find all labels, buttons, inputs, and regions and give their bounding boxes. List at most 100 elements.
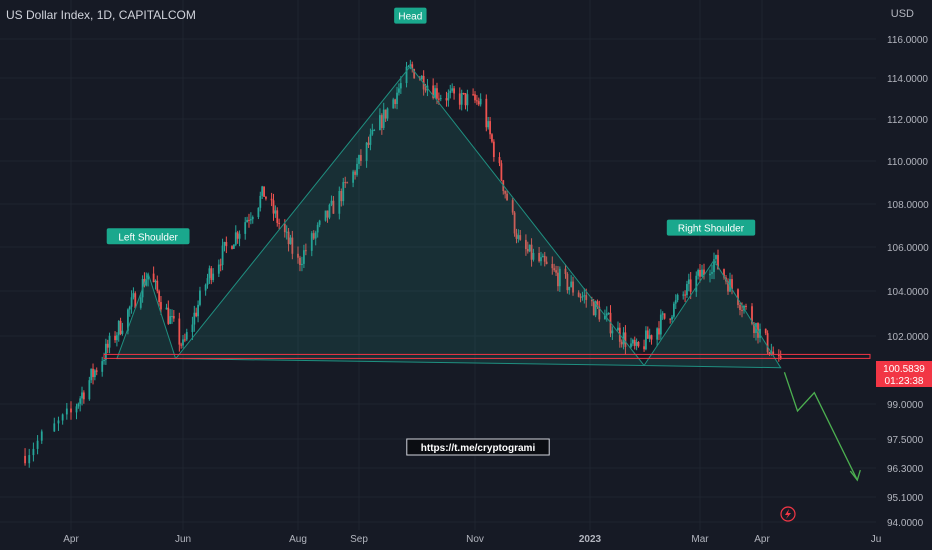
y-tick-label: 114.0000 [887,74,928,85]
candle-body [674,300,677,304]
candle-body [182,339,184,346]
candle-body [117,320,120,336]
candle-body [764,328,767,334]
candle-body [394,99,397,104]
x-tick-label: Apr [63,534,79,545]
candle-body [689,279,692,292]
candle-body [447,92,450,101]
candle-body [223,241,226,246]
candle-body [731,279,733,290]
candle-body [543,255,546,262]
candle-body [154,280,157,283]
candle-body [169,316,172,324]
candle-body [283,223,286,233]
candle-body [278,222,281,224]
candle-body [663,313,666,319]
candle-body [474,94,476,101]
candle-body [104,343,107,360]
candle-body [251,217,254,220]
candle-body [70,408,72,413]
telegram-link: https://t.me/cryptogrami [421,443,536,454]
candle-body [77,403,80,407]
lightning-icon-bolt [785,509,791,519]
candle-body [777,354,780,357]
candle-body [396,92,398,104]
candle-body [199,290,201,305]
y-tick-label: 97.5000 [887,435,924,446]
candle-body [147,273,150,280]
candle-body [645,330,647,350]
candle-body [225,241,228,247]
candle-body [53,423,56,432]
candle-body [772,351,775,355]
candle-body [436,88,438,99]
candle-body [354,171,356,175]
candle-body [498,157,501,164]
candle-body [551,264,554,269]
candle-body [682,294,685,296]
candle-body [451,88,454,91]
candle-body [611,330,614,334]
candle-body [558,268,561,287]
candle-body [249,219,252,221]
candle-body [270,198,273,201]
candle-body [592,301,595,316]
candle-body [183,339,186,341]
candle-body [171,316,173,318]
candle-body [570,281,573,287]
candle-body [687,279,690,285]
candle-body [257,207,260,218]
projection-arrowhead [849,469,861,482]
candle-body [568,286,571,291]
candle-body [684,294,686,296]
candle-body [407,66,410,68]
candle-body [405,66,408,84]
candle-body [167,307,170,324]
candle-body [661,313,664,315]
candle-body [326,210,329,218]
candle-body [526,249,529,252]
label-head-bg [394,7,427,24]
candle-body [130,297,133,307]
head-triangle [174,65,646,366]
candle-body [384,109,387,119]
candle-body [180,344,183,346]
y-tick-label: 102.0000 [887,332,929,343]
candle-body [101,361,104,372]
candle-body [217,264,220,274]
candle-body [635,341,638,346]
y-tick-label: 96.3000 [887,464,924,475]
candle-body [779,356,782,359]
candle-body [643,346,645,350]
candle-body [701,269,703,277]
candle-body [287,231,290,245]
candle-body [208,268,211,279]
candle-body [365,142,368,161]
candle-body [358,155,360,164]
candle-body [233,244,235,249]
candle-body [566,273,569,291]
candle-body [145,279,148,286]
candle-body [392,99,395,109]
candle-body [460,93,463,105]
candle-body [373,130,376,132]
candle-body [517,235,520,239]
candle-body [172,316,175,319]
candle-body [511,200,514,213]
candle-body [119,320,122,334]
candle-body [717,255,719,270]
y-tick-label: 106.0000 [887,243,929,254]
candle-body [541,255,544,258]
candle-body [90,368,93,381]
candle-body [477,101,480,105]
candle-body [236,232,239,239]
candle-body [594,301,597,316]
y-tick-label: 116.0000 [887,35,928,46]
candle-body [703,269,705,276]
candle-body [648,335,651,339]
label-right-shoulder: Right Shoulder [678,224,745,235]
candle-body [289,237,292,245]
candle-body [583,295,586,297]
candle-body [424,89,427,91]
